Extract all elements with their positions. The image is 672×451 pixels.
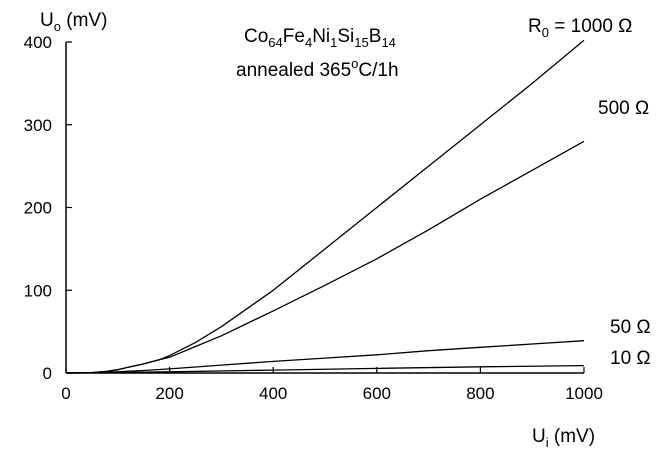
x-axis-title-sub: i [546, 435, 549, 450]
annot-fe: Fe [283, 26, 305, 47]
series-line-50-ohm [65, 340, 585, 374]
series-label-1000: R0 = 1000 Ω [528, 16, 632, 40]
annot-degree: o [351, 56, 358, 71]
annot-c-1h: C/1h [358, 60, 398, 81]
annot-sub-4: 4 [305, 35, 312, 50]
series-label-1000-sub: 0 [542, 25, 549, 40]
annotation-composition: Co64Fe4Ni1Si15B14 [244, 26, 396, 50]
series-label-1000-r: R [528, 16, 542, 37]
annot-sub-15: 15 [354, 35, 368, 50]
x-tick-label-1000: 1000 [565, 384, 603, 403]
series-lines [65, 39, 585, 374]
x-axis-title: Ui (mV) [532, 426, 595, 450]
x-axis-title-main: U [532, 426, 546, 447]
annot-si: Si [337, 26, 354, 47]
series-line-500-ohm [65, 140, 585, 374]
y-tick-label-300: 300 [24, 116, 52, 135]
series-label-500: 500 Ω [598, 98, 649, 119]
annot-sub-14: 14 [381, 35, 395, 50]
ticks: 0 200 400 600 800 1000 0 100 200 300 400 [24, 33, 603, 403]
series-line-1000-ohm [65, 39, 585, 374]
y-axis-title: Uo (mV) [40, 10, 107, 34]
y-axis-title-sub: o [54, 19, 61, 34]
annotation-annealing: annealed 365oC/1h [236, 56, 399, 81]
x-tick-label-400: 400 [259, 384, 287, 403]
annot-co: Co [244, 26, 268, 47]
x-axis-title-unit: (mV) [549, 426, 595, 447]
axes [65, 42, 584, 374]
y-tick-label-100: 100 [24, 281, 52, 300]
series-label-1000-value: = 1000 Ω [549, 16, 632, 37]
y-axis-title-unit: (mV) [61, 10, 107, 31]
annot-b: B [369, 26, 382, 47]
annot-sub-1: 1 [330, 35, 337, 50]
y-tick-label-400: 400 [24, 33, 52, 52]
annot-ni: Ni [312, 26, 330, 47]
y-tick-label-0: 0 [43, 364, 52, 383]
series-line-10-ohm [65, 364, 585, 374]
x-tick-label-600: 600 [363, 384, 391, 403]
x-tick-label-800: 800 [466, 384, 494, 403]
series-label-10: 10 Ω [610, 348, 651, 369]
series-label-50: 50 Ω [610, 317, 651, 338]
x-tick-label-0: 0 [61, 384, 70, 403]
y-tick-label-200: 200 [24, 199, 52, 218]
x-tick-label-200: 200 [155, 384, 183, 403]
annot-annealed: annealed 365 [236, 60, 351, 81]
y-axis-title-main: U [40, 10, 54, 31]
annot-sub-64: 64 [268, 35, 282, 50]
